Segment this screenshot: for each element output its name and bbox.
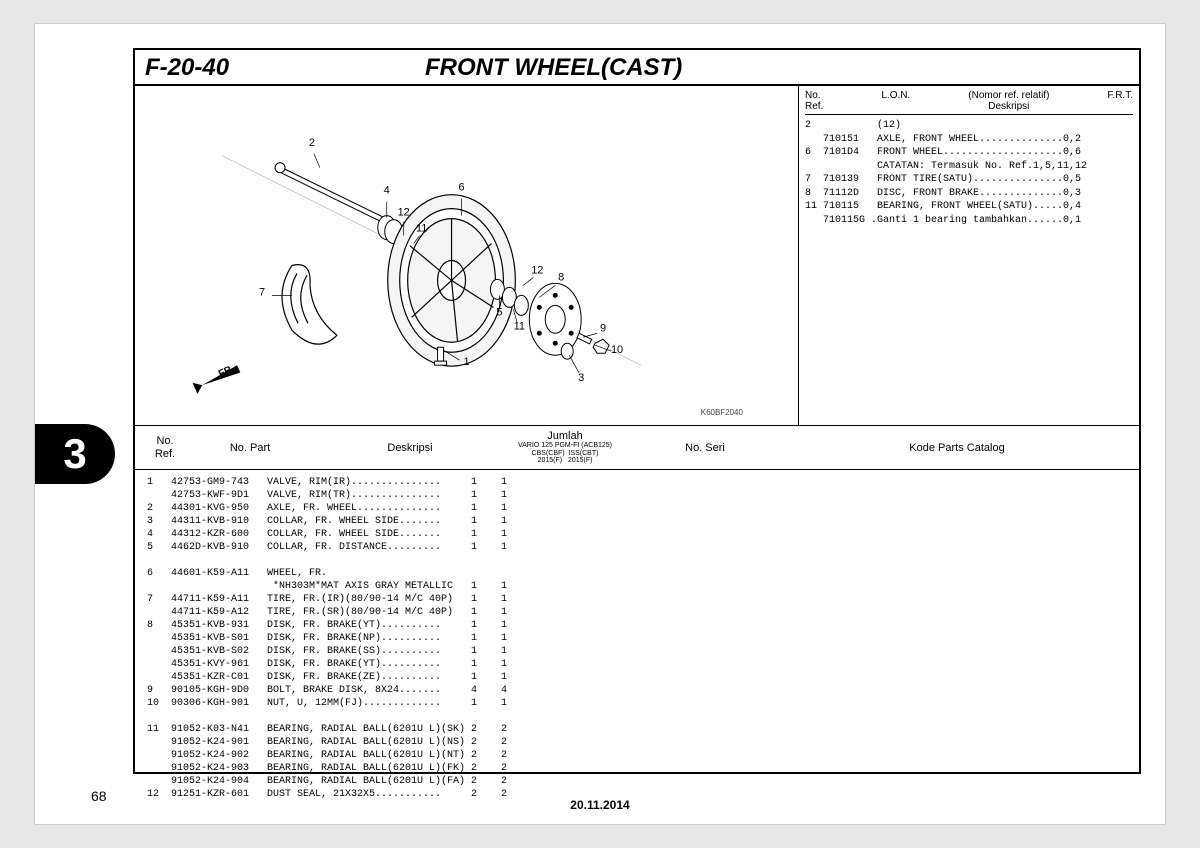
- callout-8: 8: [558, 271, 564, 283]
- callout-9: 9: [600, 322, 606, 334]
- callout-11: 11: [416, 223, 427, 235]
- col-jumlah-sub2b: ISS(CBT): [569, 450, 599, 457]
- refhdr-noref: No. Ref.: [805, 90, 823, 112]
- page: 3 F-20-40 FRONT WHEEL(CAST): [35, 24, 1165, 824]
- callout-1: 1: [463, 356, 469, 368]
- callout-12: 12: [531, 264, 543, 276]
- parts-table-header: No. Ref. No. Part Deskripsi Jumlah VARIO…: [135, 426, 1139, 470]
- parts-table-body: 1 42753-GM9-743 VALVE, RIM(IR)..........…: [135, 470, 1139, 807]
- col-seri: No. Seri: [625, 442, 785, 454]
- figure-code: F-20-40: [145, 54, 425, 82]
- reference-panel: No. Ref. L.O.N. (Nomor ref. relatif) Des…: [799, 86, 1139, 425]
- exploded-diagram: FR. K60BF2040 1234567891011111212: [135, 86, 799, 425]
- col-kode: Kode Parts Catalog: [785, 442, 1129, 454]
- callout-12: 12: [398, 207, 410, 219]
- callout-4: 4: [384, 185, 390, 197]
- fr-arrow-label: FR.: [217, 363, 236, 380]
- reference-header: No. Ref. L.O.N. (Nomor ref. relatif) Des…: [805, 90, 1133, 115]
- footer-date: 20.11.2014: [35, 798, 1165, 812]
- figure-title: FRONT WHEEL(CAST): [425, 54, 682, 82]
- callout-3: 3: [578, 372, 584, 384]
- col-jumlah: Jumlah VARIO 125 PGM-FI (ACB125) CBS(CBF…: [505, 430, 625, 465]
- col-noref: No. Ref.: [145, 435, 185, 459]
- col-jumlah-title: Jumlah: [547, 430, 582, 442]
- callout-10: 10: [611, 344, 623, 356]
- col-jumlah-sub3b: 2015(F): [568, 457, 593, 464]
- content-frame: F-20-40 FRONT WHEEL(CAST): [133, 48, 1141, 774]
- col-desc: Deskripsi: [315, 442, 505, 454]
- section-tab: 3: [35, 424, 115, 484]
- col-jumlah-sub3a: 2015(F): [538, 457, 563, 464]
- diagram-code: K60BF2040: [701, 408, 744, 417]
- col-part: No. Part: [185, 442, 315, 454]
- callout-5: 5: [496, 306, 502, 318]
- upper-section: FR. K60BF2040 1234567891011111212 No. Re…: [135, 86, 1139, 426]
- header-row: F-20-40 FRONT WHEEL(CAST): [135, 50, 1139, 86]
- refhdr-frt: F.R.T.: [1107, 90, 1133, 112]
- refhdr-lon: L.O.N.: [881, 90, 910, 112]
- callout-11: 11: [514, 320, 525, 332]
- refhdr-deskripsi: Deskripsi: [968, 101, 1049, 112]
- col-jumlah-sub1: VARIO 125 PGM-FI (ACB125): [505, 442, 625, 450]
- col-jumlah-sub2a: CBS(CBF): [532, 450, 565, 457]
- reference-body: 2 (12) 710151 AXLE, FRONT WHEEL.........…: [805, 119, 1133, 227]
- callout-6: 6: [458, 182, 464, 194]
- callout-7: 7: [259, 286, 265, 298]
- callout-2: 2: [309, 137, 315, 149]
- refhdr-relatif: (Nomor ref. relatif): [968, 90, 1049, 101]
